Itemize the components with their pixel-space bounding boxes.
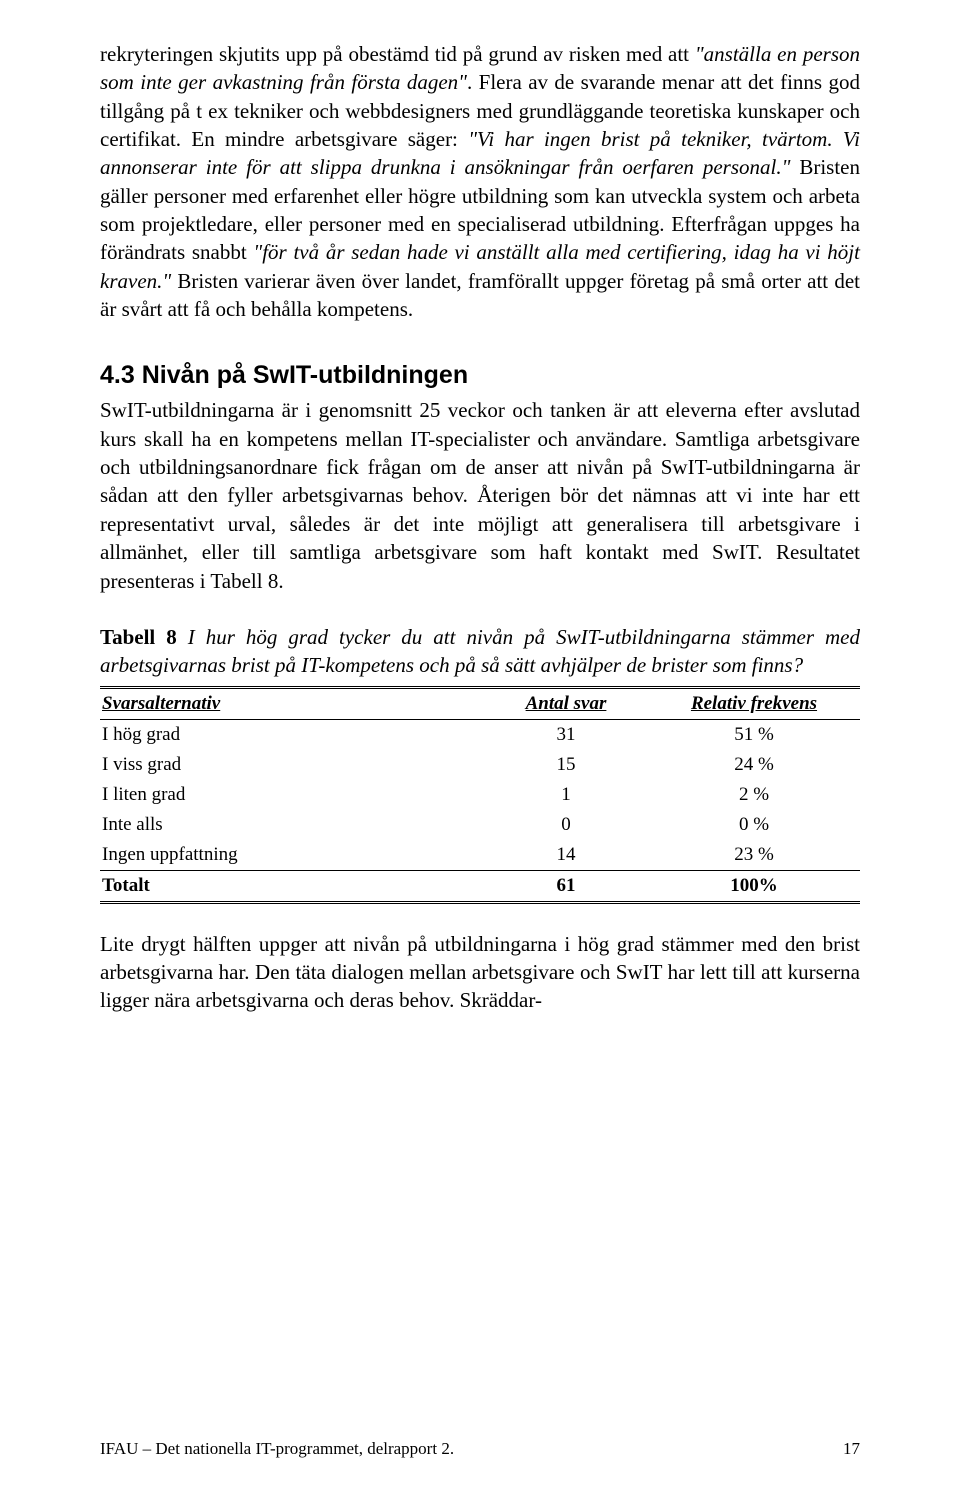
cell-label: I liten grad [100, 780, 484, 810]
paragraph-1: rekryteringen skjutits upp på obestämd t… [100, 40, 860, 323]
cell-count: 1 [484, 780, 652, 810]
cell-count: 31 [484, 719, 652, 750]
table-row: Ingen uppfattning 14 23 % [100, 840, 860, 871]
page-footer: IFAU – Det nationella IT-programmet, del… [100, 1439, 860, 1459]
col-header-alternative: Svarsalternativ [100, 687, 484, 719]
cell-total-count: 61 [484, 870, 652, 902]
table-totals-row: Totalt 61 100% [100, 870, 860, 902]
table-8-caption: Tabell 8 I hur hög grad tycker du att ni… [100, 623, 860, 680]
table-row: I hög grad 31 51 % [100, 719, 860, 750]
col-header-frequency: Relativ frekvens [652, 687, 860, 719]
table-row: Inte alls 0 0 % [100, 810, 860, 840]
table-8-label: Tabell 8 [100, 625, 188, 649]
table-8-caption-text: I hur hög grad tycker du att nivån på Sw… [100, 625, 860, 677]
cell-label: Ingen uppfattning [100, 840, 484, 871]
cell-total-label: Totalt [100, 870, 484, 902]
cell-count: 14 [484, 840, 652, 871]
paragraph-3: Lite drygt hälften uppger att nivån på u… [100, 930, 860, 1015]
document-page: rekryteringen skjutits upp på obestämd t… [0, 0, 960, 1497]
table-8: Svarsalternativ Antal svar Relativ frekv… [100, 686, 860, 904]
cell-count: 0 [484, 810, 652, 840]
cell-pct: 24 % [652, 750, 860, 780]
cell-pct: 0 % [652, 810, 860, 840]
table-row: I viss grad 15 24 % [100, 750, 860, 780]
table-header-row: Svarsalternativ Antal svar Relativ frekv… [100, 687, 860, 719]
cell-pct: 2 % [652, 780, 860, 810]
cell-count: 15 [484, 750, 652, 780]
cell-pct: 23 % [652, 840, 860, 871]
table-row: I liten grad 1 2 % [100, 780, 860, 810]
footer-page-number: 17 [843, 1439, 860, 1459]
cell-pct: 51 % [652, 719, 860, 750]
cell-label: I hög grad [100, 719, 484, 750]
cell-label: I viss grad [100, 750, 484, 780]
cell-label: Inte alls [100, 810, 484, 840]
paragraph-2: SwIT-utbildningarna är i genomsnitt 25 v… [100, 396, 860, 594]
footer-left: IFAU – Det nationella IT-programmet, del… [100, 1439, 454, 1459]
p1-post: Bristen varierar även över landet, framf… [100, 269, 860, 321]
section-heading-4-3: 4.3 Nivån på SwIT-utbildningen [100, 361, 860, 390]
cell-total-pct: 100% [652, 870, 860, 902]
p1-pre: rekryteringen skjutits upp på obestämd t… [100, 42, 695, 66]
col-header-count: Antal svar [484, 687, 652, 719]
